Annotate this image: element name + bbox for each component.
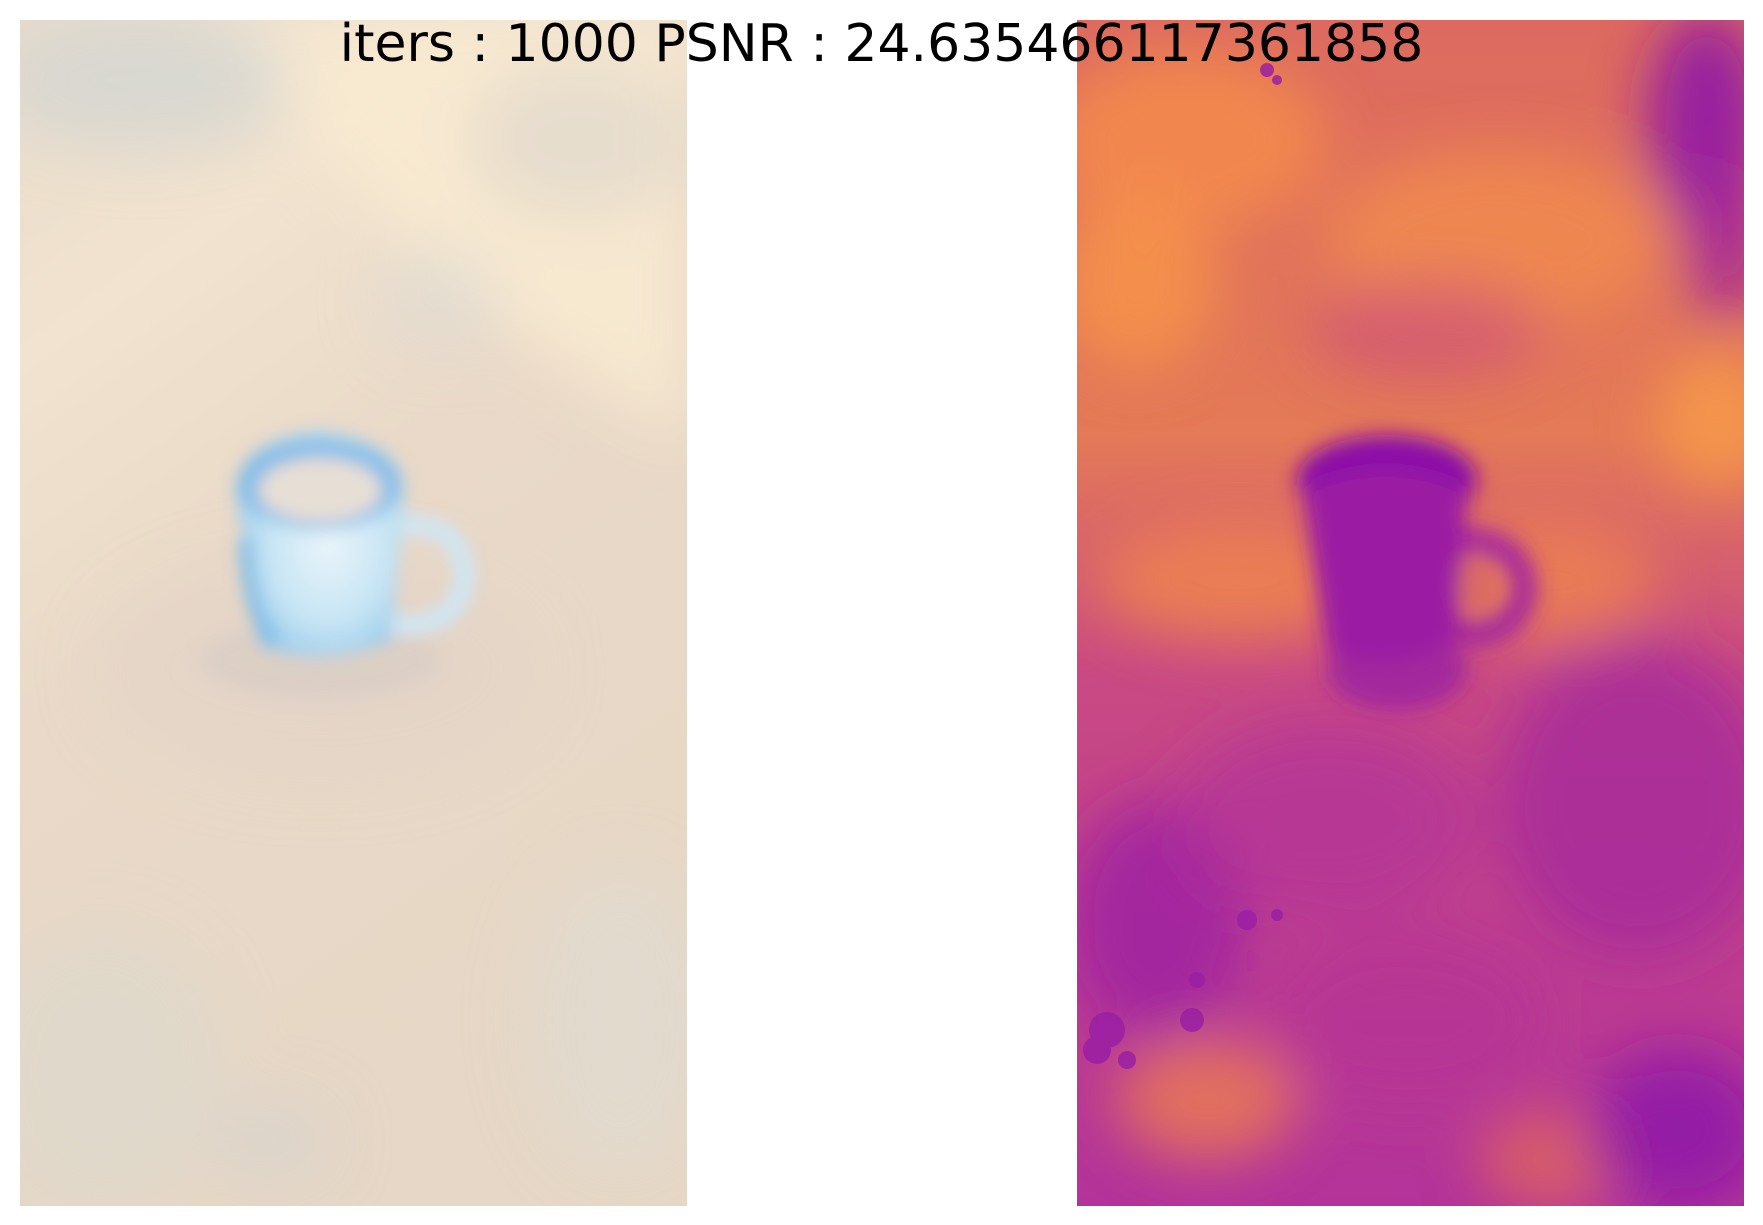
rgb-render-image: [20, 20, 687, 1206]
mug: [235, 430, 476, 657]
depth-map-image: [1077, 20, 1744, 1206]
depth-map-panel: [1077, 20, 1744, 1206]
figure-title: iters : 1000 PSNR : 24.635466117361858: [339, 14, 1424, 74]
mug-depth: [1297, 435, 1539, 710]
rgb-render-panel: [20, 20, 687, 1206]
